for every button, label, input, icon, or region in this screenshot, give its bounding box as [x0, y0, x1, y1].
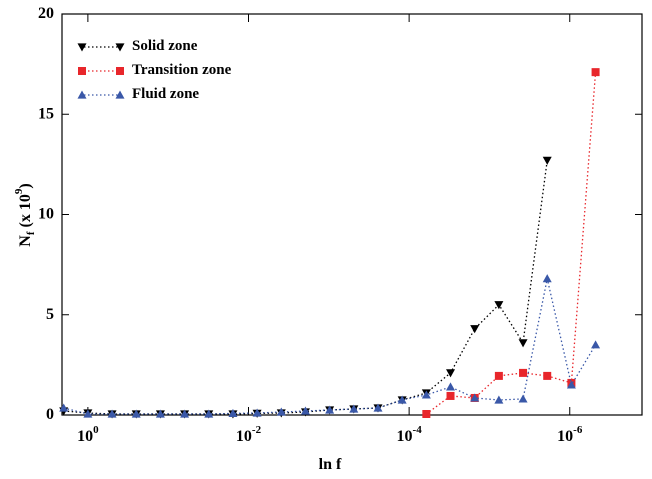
y-tick-label: 10 — [38, 205, 54, 222]
data-point — [349, 404, 359, 413]
data-point — [591, 340, 601, 349]
legend-marker — [115, 43, 125, 52]
data-point — [422, 409, 431, 418]
data-point — [518, 339, 528, 348]
y-axis-label: Nf (x 109) — [13, 183, 37, 246]
data-point — [300, 406, 310, 415]
legend-label: Solid zone — [132, 38, 198, 54]
data-point — [470, 325, 480, 334]
data-point — [446, 382, 456, 391]
data-point — [566, 380, 576, 389]
x-tick-label: 100 — [77, 424, 99, 445]
data-point — [252, 408, 262, 417]
y-tick-label: 15 — [38, 105, 54, 122]
data-point — [542, 156, 552, 165]
data-point — [131, 409, 141, 418]
data-point — [446, 391, 455, 400]
legend-marker — [78, 67, 86, 75]
data-point — [494, 301, 504, 310]
data-point — [397, 395, 407, 404]
data-point — [155, 409, 165, 418]
data-point — [494, 395, 504, 404]
data-point — [421, 390, 431, 399]
data-point — [59, 403, 69, 412]
data-point — [519, 368, 528, 377]
data-point — [228, 408, 238, 417]
data-point — [83, 409, 93, 418]
x-tick-label: 10-6 — [557, 424, 583, 445]
data-point — [325, 405, 335, 414]
legend-marker — [77, 43, 87, 52]
data-point — [276, 407, 286, 416]
x-tick-label: 10-2 — [236, 424, 262, 445]
y-tick-label: 0 — [46, 406, 54, 423]
data-point — [591, 68, 600, 77]
legend-label: Fluid zone — [132, 86, 199, 102]
series-line — [425, 72, 597, 415]
data-point — [180, 409, 190, 418]
data-point — [494, 371, 503, 380]
series-line — [63, 278, 597, 415]
data-point — [373, 403, 383, 412]
y-tick-label: 5 — [46, 305, 54, 322]
data-point — [543, 371, 552, 380]
data-point — [107, 409, 117, 418]
data-point — [542, 274, 552, 283]
legend-marker — [115, 90, 125, 99]
legend-label: Transition zone — [132, 62, 232, 78]
data-point — [204, 409, 214, 418]
data-point — [446, 369, 456, 378]
data-point — [470, 393, 480, 402]
legend-marker — [116, 67, 124, 75]
y-tick-label: 20 — [38, 5, 54, 22]
x-axis-label: ln f — [319, 456, 342, 473]
series-line — [63, 160, 548, 415]
legend-marker — [77, 90, 87, 99]
data-point — [518, 394, 528, 403]
x-tick-label: 10-4 — [397, 424, 423, 445]
